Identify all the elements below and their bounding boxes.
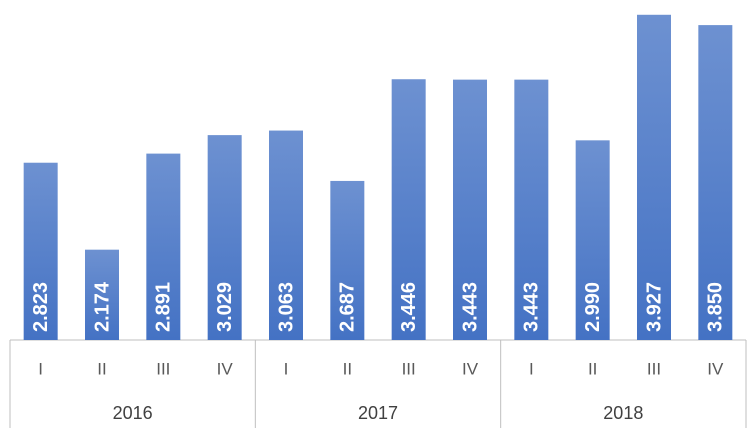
value-label: 3.443 bbox=[459, 282, 481, 332]
bar bbox=[23, 162, 58, 340]
bar bbox=[146, 153, 181, 340]
x-tick-label: II bbox=[97, 359, 106, 378]
x-tick-label: III bbox=[647, 359, 661, 378]
bar bbox=[575, 140, 610, 340]
value-label: 2.823 bbox=[30, 282, 52, 332]
bar bbox=[637, 14, 671, 340]
bar bbox=[207, 135, 242, 340]
value-label: 2.687 bbox=[337, 282, 359, 332]
value-label: 3.446 bbox=[398, 282, 420, 332]
value-label: 3.443 bbox=[521, 282, 543, 332]
bar bbox=[269, 130, 303, 340]
value-label: 3.850 bbox=[705, 282, 727, 332]
value-label: 2.891 bbox=[153, 282, 175, 332]
x-tick-label: IV bbox=[217, 359, 234, 378]
x-tick-label: I bbox=[284, 359, 289, 378]
bar bbox=[514, 79, 549, 340]
x-tick-label: II bbox=[588, 359, 597, 378]
bar bbox=[453, 79, 487, 340]
x-tick-label: IV bbox=[462, 359, 479, 378]
x-tick-label: IV bbox=[707, 359, 724, 378]
group-label: 2016 bbox=[113, 403, 153, 423]
bar bbox=[391, 79, 426, 341]
value-label: 2.990 bbox=[582, 282, 604, 332]
bar bbox=[330, 180, 365, 340]
group-label: 2017 bbox=[358, 403, 398, 423]
x-tick-label: III bbox=[402, 359, 416, 378]
bar bbox=[85, 249, 119, 340]
x-tick-label: I bbox=[38, 359, 43, 378]
x-tick-label: III bbox=[156, 359, 170, 378]
value-label: 3.029 bbox=[214, 282, 236, 332]
value-label: 2.174 bbox=[91, 281, 113, 332]
x-tick-label: I bbox=[529, 359, 534, 378]
value-label: 3.927 bbox=[643, 282, 665, 332]
bar bbox=[698, 25, 733, 340]
x-tick-label: II bbox=[343, 359, 352, 378]
group-label: 2018 bbox=[603, 403, 643, 423]
value-label: 3.063 bbox=[275, 282, 297, 332]
